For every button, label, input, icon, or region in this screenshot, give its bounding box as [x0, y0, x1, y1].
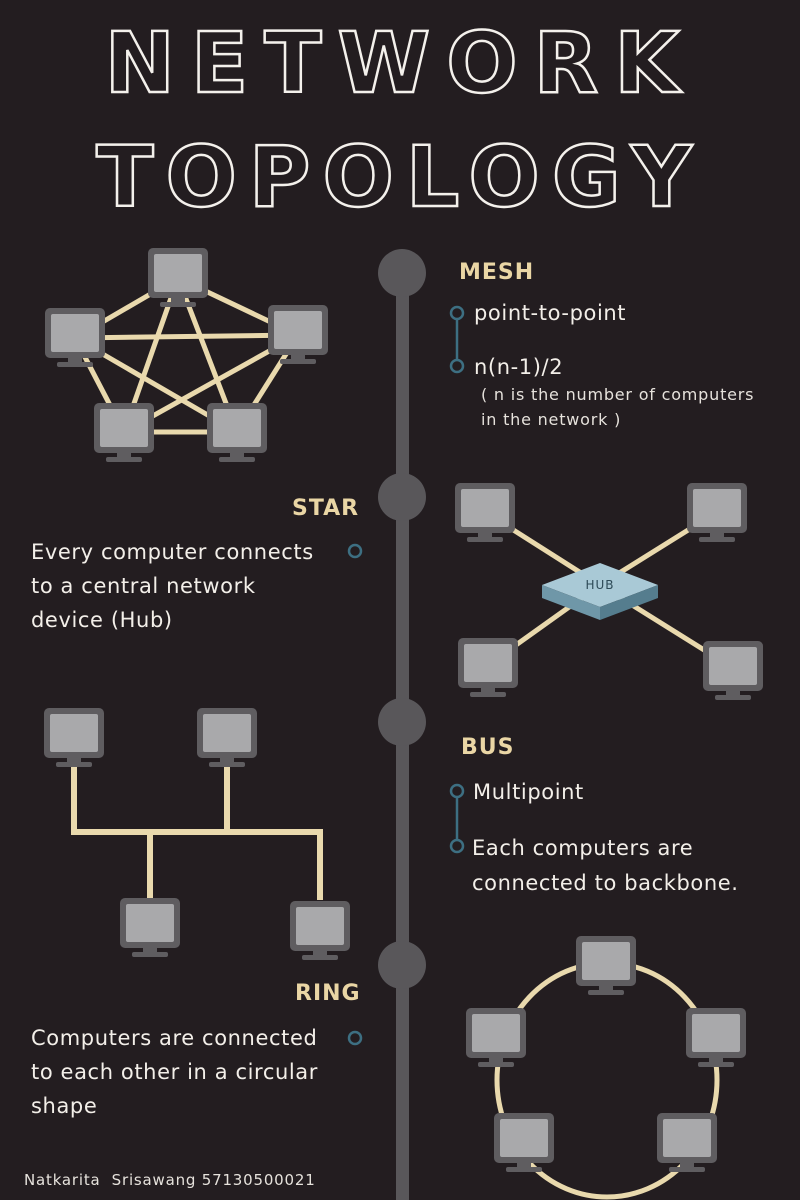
star-computer	[458, 638, 518, 697]
timeline-node-ring	[378, 941, 426, 989]
mesh-note-line2: in the network )	[481, 410, 622, 429]
bullets	[347, 305, 465, 1046]
mesh-heading: MESH	[459, 260, 535, 285]
ring-diagram	[466, 936, 746, 1200]
mesh-note-line1: ( n is the number of computers	[481, 385, 755, 404]
hub-label: HUB	[585, 578, 614, 592]
hub-box	[542, 563, 658, 620]
timeline-node-mesh	[378, 249, 426, 297]
timeline-node-bus	[378, 698, 426, 746]
bus-computer	[44, 708, 104, 767]
mesh-diagram	[45, 248, 328, 462]
ring-computer	[494, 1113, 554, 1172]
star-desc-line2: to a central network	[31, 574, 256, 598]
mesh-point2: n(n-1)/2	[474, 355, 564, 379]
bus-heading: BUS	[461, 735, 515, 760]
star-heading: STAR	[292, 496, 360, 521]
ring-desc-line3: shape	[31, 1094, 98, 1118]
star-computer	[687, 483, 747, 542]
bus-computer	[290, 901, 350, 960]
star-computer	[455, 483, 515, 542]
bus-point1: Multipoint	[473, 780, 584, 804]
timeline	[378, 249, 426, 1200]
bus-diagram	[44, 708, 350, 960]
title-line1: NETWORK	[103, 13, 696, 114]
bus-point2-line2: connected to backbone.	[472, 871, 739, 895]
ring-heading: RING	[295, 981, 361, 1006]
ring-desc-line1: Computers are connected	[31, 1026, 318, 1050]
title-line2: TOPOLOGY	[95, 127, 704, 228]
bus-computer	[197, 708, 257, 767]
ring-computer	[686, 1008, 746, 1067]
ring-computer	[657, 1113, 717, 1172]
ring-desc-line2: to each other in a circular	[31, 1060, 319, 1084]
mesh-computer	[268, 305, 328, 364]
star-diagram	[455, 483, 763, 700]
mesh-computer	[45, 308, 105, 367]
star-desc-line1: Every computer connects	[31, 540, 314, 564]
star-computer	[703, 641, 763, 700]
mesh-computer	[94, 403, 154, 462]
ring-computer	[576, 936, 636, 995]
author-credit: Natkarita Srisawang 57130500021	[24, 1171, 316, 1189]
timeline-node-star	[378, 473, 426, 521]
mesh-point1: point-to-point	[474, 301, 627, 325]
mesh-computer	[207, 403, 267, 462]
ring-computer	[466, 1008, 526, 1067]
star-desc-line3: device (Hub)	[31, 608, 173, 632]
bus-point2-line1: Each computers are	[472, 836, 694, 860]
bus-computer	[120, 898, 180, 957]
mesh-computer	[148, 248, 208, 307]
